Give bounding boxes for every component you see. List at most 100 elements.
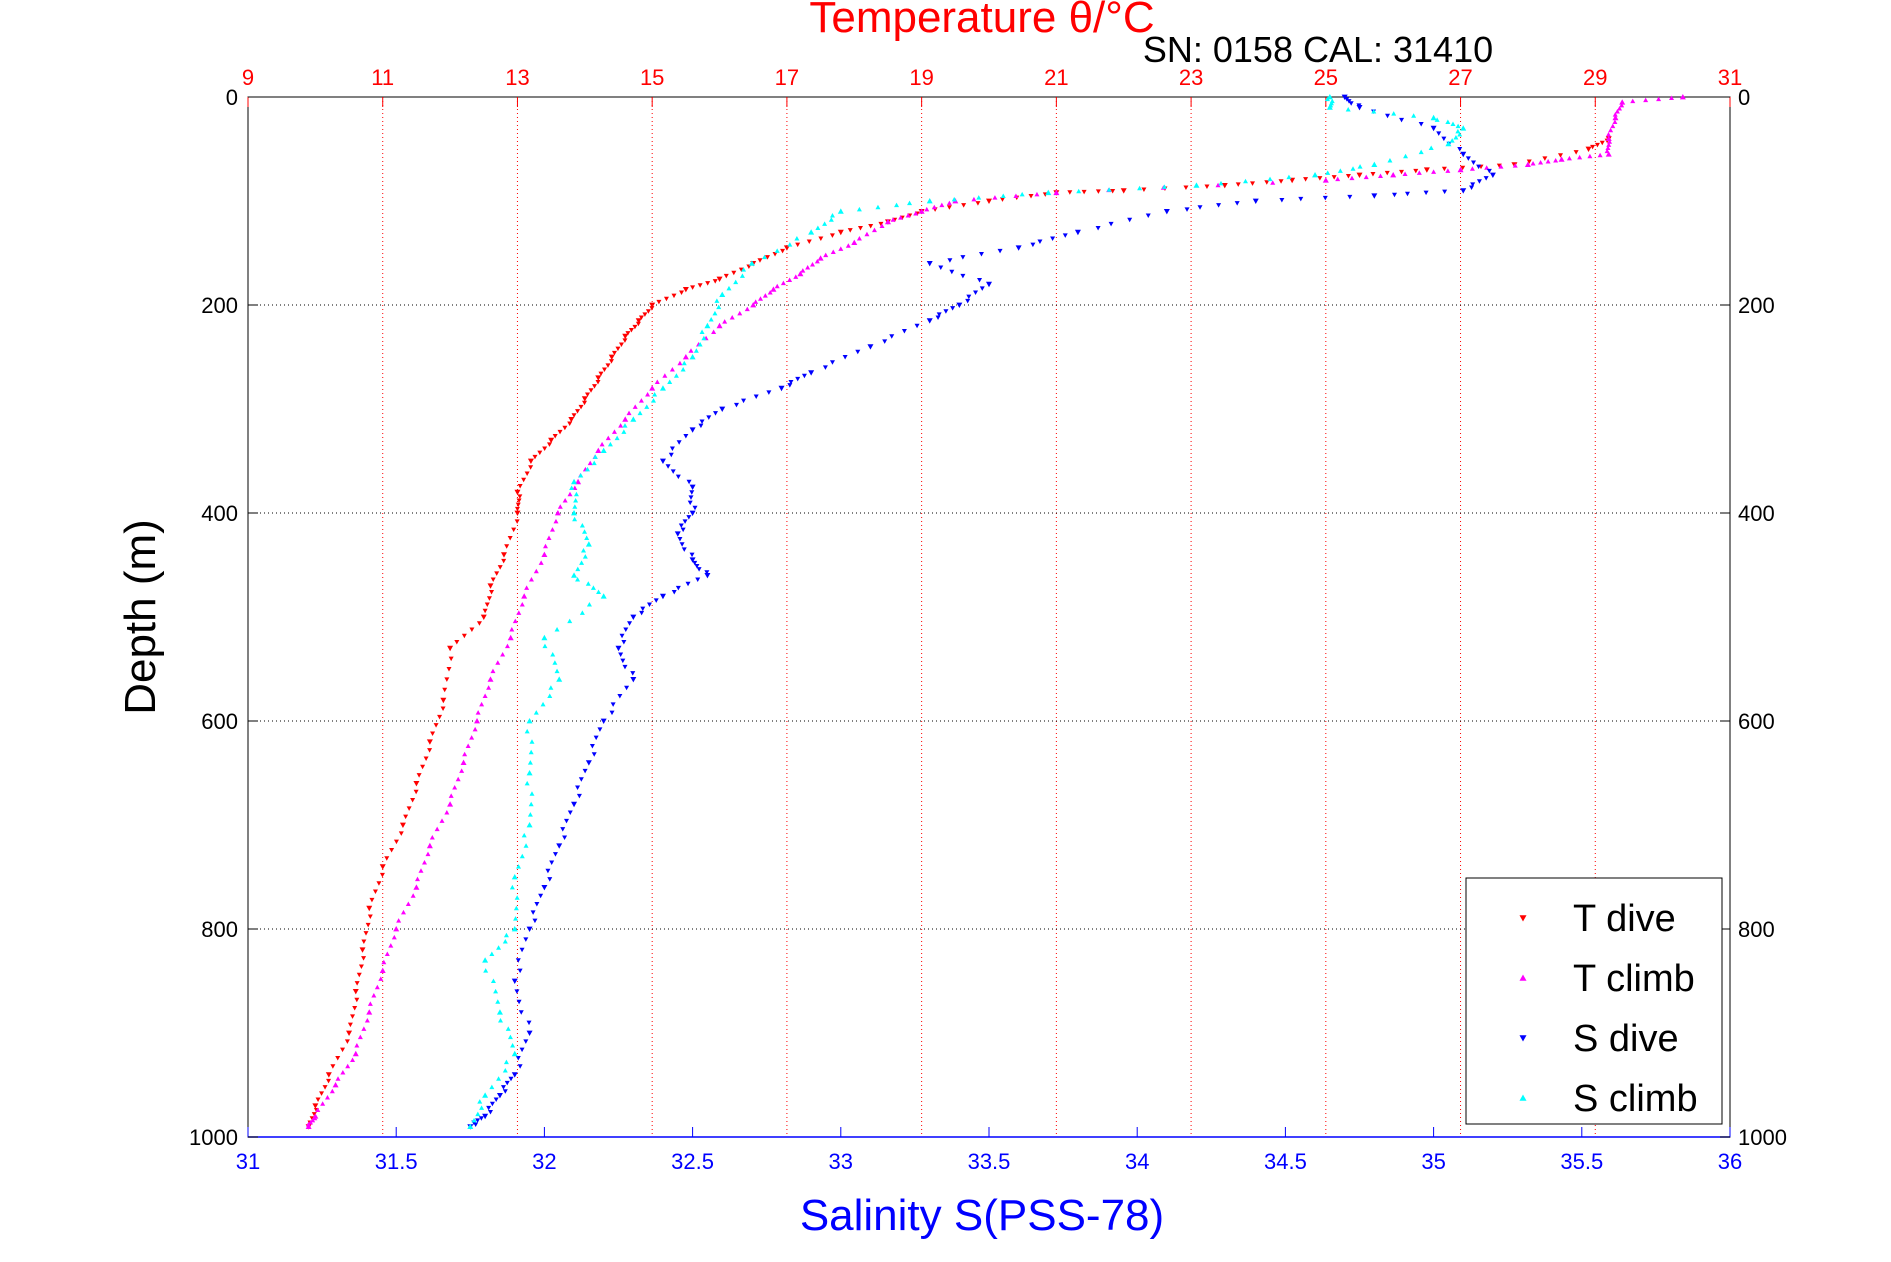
t-climb-marker (472, 726, 478, 732)
t-climb-marker (992, 195, 998, 200)
t-climb-marker (448, 793, 454, 798)
t-dive-marker (632, 324, 638, 330)
s-climb-point (571, 510, 578, 516)
s-climb-marker (716, 304, 722, 310)
s-dive-point (926, 261, 933, 267)
t-climb-marker (371, 993, 377, 998)
s-dive-marker (694, 564, 700, 569)
t-climb-marker (605, 435, 611, 441)
s-climb-marker (787, 242, 793, 247)
depth-tick-label: 400 (1738, 501, 1775, 526)
s-climb-marker (741, 267, 747, 272)
s-dive-marker (591, 752, 597, 757)
t-dive-marker (625, 331, 631, 336)
t-climb-marker (939, 202, 945, 208)
s-dive-marker (1436, 131, 1442, 136)
s-dive-marker (1385, 113, 1391, 119)
t-climb-point (1605, 135, 1612, 141)
s-climb-marker (567, 618, 573, 624)
t-dive-marker (356, 972, 362, 978)
s-climb-point (630, 416, 637, 422)
t-dive-marker (497, 565, 503, 570)
s-dive-marker (515, 958, 521, 963)
s-dive-point (1460, 151, 1467, 158)
t-dive-marker (504, 544, 510, 549)
t-climb-marker (830, 249, 836, 254)
t-climb-marker (465, 743, 471, 748)
t-climb-marker (1577, 154, 1583, 160)
t-dive-point (359, 947, 366, 953)
s-dive-marker (640, 606, 646, 612)
t-climb-marker (845, 243, 851, 248)
s-climb-marker (489, 1084, 495, 1090)
s-climb-point (689, 354, 696, 360)
s-dive-point (689, 557, 696, 563)
s-climb-marker (693, 348, 699, 353)
t-dive-point (1585, 146, 1592, 152)
t-climb-point (817, 255, 824, 261)
s-climb-marker (495, 999, 501, 1004)
t-dive-point (527, 458, 534, 464)
t-dive-marker (1594, 142, 1600, 148)
t-climb-point (447, 801, 454, 807)
s-dive-point (1460, 188, 1467, 194)
t-dive-marker (712, 279, 718, 284)
t-dive-point (837, 229, 844, 236)
s-climb-marker (726, 285, 732, 291)
s-climb-marker (1350, 166, 1356, 171)
t-climb-marker (1034, 191, 1040, 197)
t-dive-marker (622, 338, 628, 343)
s-climb-point (511, 926, 518, 932)
t-dive-point (500, 552, 507, 558)
t-dive-point (568, 417, 575, 423)
s-dive-marker (619, 633, 625, 639)
s-dive-marker (508, 1076, 514, 1082)
s-dive-point (511, 978, 518, 984)
t-climb-point (716, 322, 723, 329)
s-dive-point (630, 614, 637, 620)
chart-title: Temperature θ/°C (809, 0, 1154, 42)
t-dive-marker (1399, 169, 1405, 175)
t-dive-marker (605, 363, 611, 368)
t-dive-point (1120, 188, 1127, 194)
s-dive-marker (523, 1039, 529, 1044)
s-dive-marker (1037, 239, 1043, 245)
s-dive-marker (829, 360, 835, 365)
s-climb-marker (586, 602, 592, 607)
s-climb-marker (894, 202, 900, 208)
t-climb-marker (572, 485, 578, 491)
s-climb-marker (592, 454, 598, 459)
t-dive-marker (393, 839, 399, 845)
s-dive-marker (675, 474, 681, 480)
t-dive-marker (532, 454, 538, 460)
s-dive-marker (698, 423, 704, 429)
s-dive-point (986, 281, 992, 288)
t-climb-marker (546, 535, 552, 540)
s-climb-marker (1267, 176, 1273, 182)
t-climb-marker (374, 984, 380, 990)
t-dive-marker (578, 404, 584, 410)
t-dive-marker (444, 677, 450, 682)
t-dive-point (325, 1072, 332, 1078)
s-dive-marker (696, 567, 702, 572)
t-climb-marker (512, 618, 518, 624)
salinity-tick-label: 33.5 (968, 1149, 1011, 1174)
t-climb-marker (1587, 153, 1593, 159)
s-climb-marker (651, 398, 657, 403)
s-dive-marker (1457, 147, 1463, 152)
t-dive-marker (347, 1022, 353, 1028)
t-dive-point (986, 198, 992, 204)
t-dive-marker (795, 242, 801, 248)
s-dive-marker (473, 1122, 479, 1128)
s-climb-marker (496, 1076, 502, 1081)
salinity-tick-label: 32 (532, 1149, 556, 1174)
t-dive-marker (1317, 176, 1323, 181)
s-climb-point (1312, 172, 1319, 178)
t-dive-marker (1526, 159, 1532, 164)
s-climb-marker (829, 213, 835, 218)
t-dive-marker (489, 590, 495, 595)
s-dive-point (867, 344, 874, 350)
s-dive-marker (901, 329, 907, 334)
s-climb-marker (828, 217, 834, 222)
temperature-tick-label: 11 (371, 65, 394, 90)
